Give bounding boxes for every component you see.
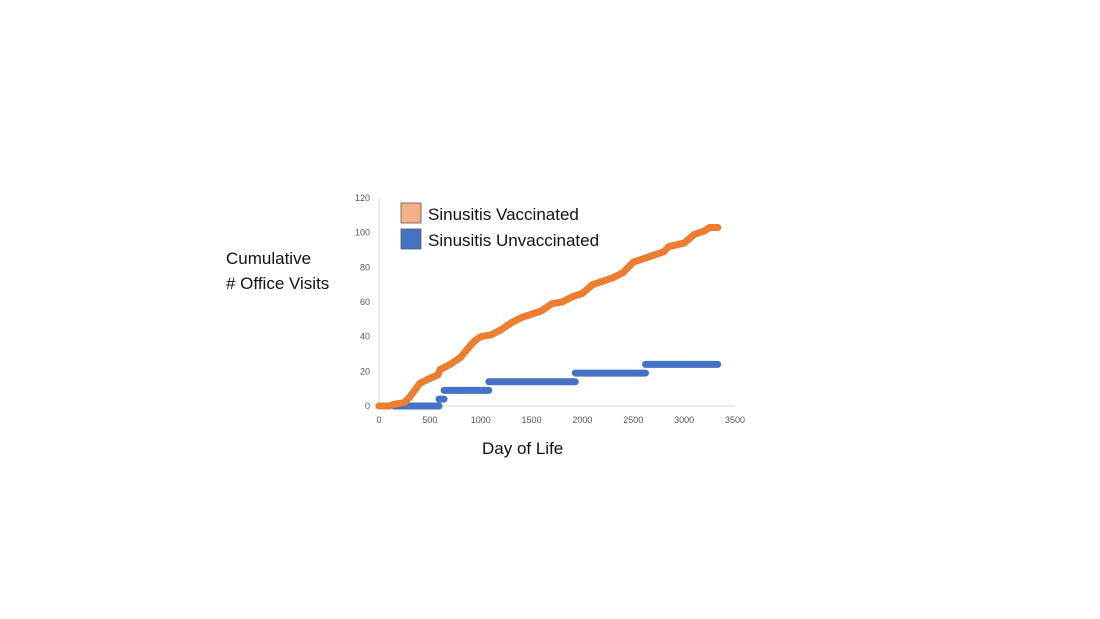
vaccinated-data-point [472, 336, 480, 344]
vaccinated-data-point [538, 307, 546, 315]
vaccinated-data-point [599, 277, 607, 285]
x-tick-label: 3000 [674, 415, 694, 425]
vaccinated-data-point [400, 399, 408, 407]
y-tick-label: 100 [355, 228, 370, 238]
x-tick-label: 1000 [471, 415, 491, 425]
vaccinated-data-point [411, 386, 419, 394]
y-tick-label: 0 [365, 401, 370, 411]
y-axis-label-line-2: # Office Visits [226, 274, 330, 293]
vaccinated-data-point [548, 300, 556, 308]
vaccinated-data-point [497, 326, 505, 334]
vaccinated-data-point [568, 293, 576, 301]
vaccinated-data-point [629, 258, 637, 266]
x-tick-label: 1500 [522, 415, 542, 425]
vaccinated-data-point [446, 360, 454, 368]
vaccinated-data-point [416, 379, 424, 387]
vaccinated-data-point [665, 243, 673, 251]
vaccinated-data-point [589, 281, 597, 289]
y-tick-label: 120 [355, 193, 370, 203]
vaccinated-data-point [456, 353, 464, 361]
vaccinated-data-point [406, 393, 414, 401]
legend-swatch-vaccinated [400, 202, 422, 224]
vaccinated-data-point [680, 239, 688, 247]
y-tick-label: 80 [360, 262, 370, 272]
x-tick-label: 3500 [725, 415, 745, 425]
x-tick-label: 500 [422, 415, 437, 425]
x-tick-label: 2500 [623, 415, 643, 425]
x-tick-label: 2000 [572, 415, 592, 425]
y-axis-label: Cumulative # Office Visits [226, 246, 329, 296]
vaccinated-data-point [517, 314, 525, 322]
vaccinated-data-point [375, 402, 383, 410]
vaccinated-data-point [390, 400, 398, 408]
vaccinated-data-point [528, 310, 536, 318]
x-axis-label: Day of Life [482, 439, 564, 458]
vaccinated-data-point [426, 374, 434, 382]
vaccinated-data-point [558, 298, 566, 306]
vaccinated-data-point [609, 274, 617, 282]
vaccinated-data-point [578, 289, 586, 297]
vaccinated-data-point [467, 341, 475, 349]
vaccinated-data-point [639, 255, 647, 263]
y-tick-label: 40 [360, 332, 370, 342]
y-axis-label-line-1: Cumulative [226, 249, 312, 268]
vaccinated-data-point [690, 230, 698, 238]
vaccinated-data-point [507, 319, 515, 327]
vaccinated-data-point [660, 248, 668, 256]
vaccinated-data-point [436, 366, 444, 374]
vaccinated-data-point [619, 269, 627, 277]
legend-swatch-unvaccinated [400, 228, 422, 250]
vaccinated-data-point [700, 227, 708, 235]
y-tick-label: 20 [360, 366, 370, 376]
x-tick-label: 0 [376, 415, 381, 425]
y-tick-label: 60 [360, 297, 370, 307]
vaccinated-data-point [650, 251, 658, 259]
vaccinated-data-point [714, 223, 722, 231]
vaccinated-data-point [706, 223, 714, 231]
legend-label-unvaccinated: Sinusitis Unvaccinated [428, 231, 599, 250]
vaccinated-data-point [487, 331, 495, 339]
vaccinated-data-point [477, 333, 485, 341]
legend-label-vaccinated: Sinusitis Vaccinated [428, 205, 579, 224]
